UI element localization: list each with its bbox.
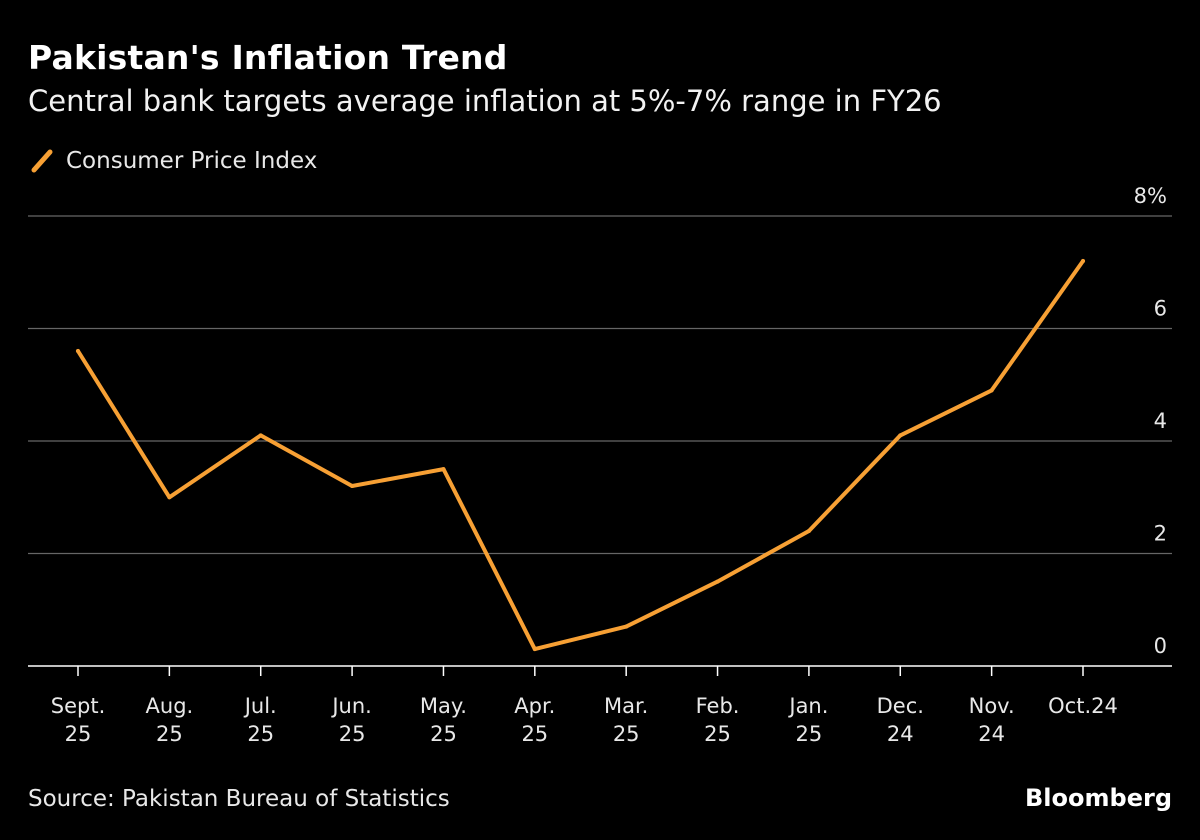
data-point xyxy=(806,529,811,533)
x-tick-label: Jan. 25 xyxy=(787,694,828,746)
data-point xyxy=(350,484,355,488)
y-tick-label: 4 xyxy=(1154,409,1167,433)
x-tick-label: Dec. 24 xyxy=(877,694,924,746)
data-point xyxy=(167,495,172,500)
brand-logo: Bloomberg xyxy=(1025,784,1172,812)
data-point xyxy=(532,647,537,652)
x-tick-label: May. 25 xyxy=(420,694,467,746)
legend: Consumer Price Index xyxy=(30,146,317,176)
data-point xyxy=(76,349,80,353)
x-tick-label: Feb. 25 xyxy=(696,694,740,746)
legend-label: Consumer Price Index xyxy=(66,148,318,174)
chart-title: Pakistan's Inflation Trend xyxy=(28,38,508,77)
x-tick-label: Apr. 25 xyxy=(514,694,555,746)
x-tick-label: Aug. 25 xyxy=(146,694,194,746)
data-point xyxy=(441,467,446,472)
x-tick-label: Oct.24 xyxy=(1048,694,1118,718)
data-point xyxy=(898,433,903,438)
data-point xyxy=(624,624,629,629)
data-point xyxy=(258,433,263,438)
data-point xyxy=(715,579,720,584)
chart-subtitle: Central bank targets average inflation a… xyxy=(28,84,942,118)
x-tick-label: Mar. 25 xyxy=(604,694,648,746)
y-tick-label: 0 xyxy=(1154,634,1167,658)
data-point xyxy=(989,388,994,393)
y-tick-label: 8% xyxy=(1134,184,1167,208)
x-tick-label: Jul. 25 xyxy=(243,694,277,746)
legend-line-icon xyxy=(31,149,53,173)
x-tick-label: Jun. 25 xyxy=(330,694,372,746)
y-tick-label: 6 xyxy=(1154,297,1167,321)
x-tick-label: Sept. 25 xyxy=(51,694,106,746)
source-note: Source: Pakistan Bureau of Statistics xyxy=(28,786,450,812)
y-tick-label: 2 xyxy=(1154,522,1167,546)
data-point xyxy=(1081,259,1085,263)
series-line-cpi xyxy=(76,259,1085,652)
x-tick-label: Nov. 24 xyxy=(969,694,1015,746)
